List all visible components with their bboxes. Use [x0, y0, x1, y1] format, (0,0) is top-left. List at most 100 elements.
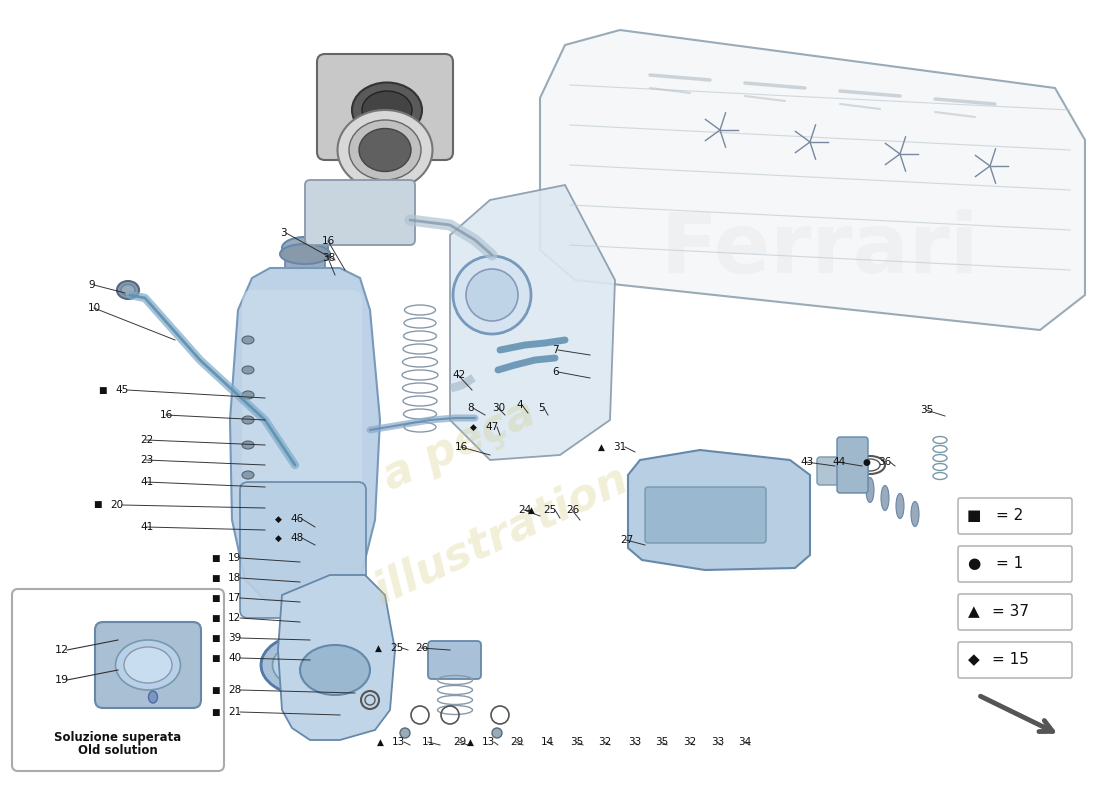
Text: 47: 47 — [485, 422, 498, 432]
Text: 46: 46 — [290, 514, 304, 524]
Text: 35: 35 — [654, 737, 669, 747]
Text: ■: ■ — [211, 614, 220, 622]
Ellipse shape — [359, 129, 411, 171]
Text: 33: 33 — [711, 737, 724, 747]
FancyBboxPatch shape — [645, 487, 766, 543]
Text: 44: 44 — [832, 457, 845, 467]
Ellipse shape — [283, 650, 328, 680]
Text: 30: 30 — [492, 403, 505, 413]
FancyBboxPatch shape — [95, 622, 201, 708]
Ellipse shape — [273, 642, 338, 687]
Text: ▲: ▲ — [377, 738, 384, 746]
Ellipse shape — [466, 269, 518, 321]
Text: ■: ■ — [211, 686, 220, 694]
Ellipse shape — [242, 416, 254, 424]
Polygon shape — [540, 30, 1085, 330]
FancyBboxPatch shape — [285, 252, 324, 286]
Text: 21: 21 — [228, 707, 241, 717]
Text: 13: 13 — [392, 737, 405, 747]
Text: 12: 12 — [228, 613, 241, 623]
Text: 25: 25 — [390, 643, 404, 653]
Text: 16: 16 — [160, 410, 174, 420]
Text: ◆: ◆ — [275, 534, 282, 542]
Text: 12: 12 — [55, 645, 69, 655]
Text: 32: 32 — [683, 737, 696, 747]
Ellipse shape — [282, 237, 328, 259]
Text: 8: 8 — [468, 403, 474, 413]
Ellipse shape — [400, 728, 410, 738]
Text: ▲: ▲ — [968, 605, 980, 619]
Text: 32: 32 — [598, 737, 612, 747]
Ellipse shape — [453, 256, 531, 334]
Text: 14: 14 — [541, 737, 554, 747]
Text: 35: 35 — [570, 737, 583, 747]
FancyBboxPatch shape — [317, 54, 453, 160]
Text: 10: 10 — [88, 303, 101, 313]
Text: 36: 36 — [878, 457, 891, 467]
FancyBboxPatch shape — [242, 290, 362, 570]
Text: ■: ■ — [211, 594, 220, 602]
Ellipse shape — [349, 120, 421, 180]
Text: = 15: = 15 — [991, 653, 1028, 667]
Text: 34: 34 — [738, 737, 751, 747]
Text: ▲: ▲ — [468, 738, 474, 746]
Ellipse shape — [242, 471, 254, 479]
Polygon shape — [278, 575, 395, 740]
FancyBboxPatch shape — [428, 641, 481, 679]
Text: 7: 7 — [552, 345, 559, 355]
Text: = 2: = 2 — [997, 509, 1024, 523]
Text: ■: ■ — [211, 554, 220, 562]
Text: 23: 23 — [140, 455, 153, 465]
Text: 35: 35 — [920, 405, 933, 415]
Text: = 37: = 37 — [991, 605, 1028, 619]
Ellipse shape — [242, 391, 254, 399]
Text: 24: 24 — [518, 505, 531, 515]
Ellipse shape — [911, 502, 918, 526]
Text: ▲: ▲ — [528, 506, 535, 514]
Text: 43: 43 — [800, 457, 813, 467]
Text: Ferrari: Ferrari — [661, 210, 979, 290]
Text: 16: 16 — [455, 442, 469, 452]
Ellipse shape — [242, 336, 254, 344]
Polygon shape — [230, 268, 380, 600]
Text: 20: 20 — [110, 500, 123, 510]
Text: ◆: ◆ — [470, 422, 477, 431]
Text: 19: 19 — [55, 675, 69, 685]
Text: ▲: ▲ — [598, 442, 605, 451]
Ellipse shape — [242, 366, 254, 374]
Text: ■: ■ — [211, 654, 220, 662]
Text: 39: 39 — [228, 633, 241, 643]
Text: ●: ● — [862, 458, 870, 466]
Text: 19: 19 — [228, 553, 241, 563]
Ellipse shape — [338, 110, 432, 190]
Text: 45: 45 — [116, 385, 129, 395]
Text: 41: 41 — [140, 477, 153, 487]
Text: ■: ■ — [211, 634, 220, 642]
Text: 38: 38 — [322, 253, 335, 263]
Text: ■: ■ — [211, 574, 220, 582]
Ellipse shape — [116, 640, 180, 690]
Text: 18: 18 — [228, 573, 241, 583]
FancyBboxPatch shape — [958, 498, 1072, 534]
Ellipse shape — [121, 285, 135, 295]
Ellipse shape — [148, 691, 157, 703]
Text: 5: 5 — [538, 403, 544, 413]
Ellipse shape — [866, 478, 874, 502]
Text: ■: ■ — [99, 386, 107, 394]
Text: 3: 3 — [280, 228, 287, 238]
Text: 11: 11 — [422, 737, 436, 747]
FancyBboxPatch shape — [240, 482, 366, 618]
Ellipse shape — [352, 82, 422, 138]
Text: Old solution: Old solution — [78, 745, 158, 758]
FancyBboxPatch shape — [958, 642, 1072, 678]
FancyBboxPatch shape — [305, 180, 415, 245]
Text: 25: 25 — [543, 505, 557, 515]
FancyBboxPatch shape — [837, 437, 868, 493]
Text: ■: ■ — [967, 509, 981, 523]
FancyBboxPatch shape — [817, 457, 868, 485]
Polygon shape — [628, 450, 810, 570]
Text: ◆: ◆ — [275, 514, 282, 523]
Text: 17: 17 — [228, 593, 241, 603]
Text: 9: 9 — [88, 280, 95, 290]
Text: ▲: ▲ — [375, 643, 382, 653]
